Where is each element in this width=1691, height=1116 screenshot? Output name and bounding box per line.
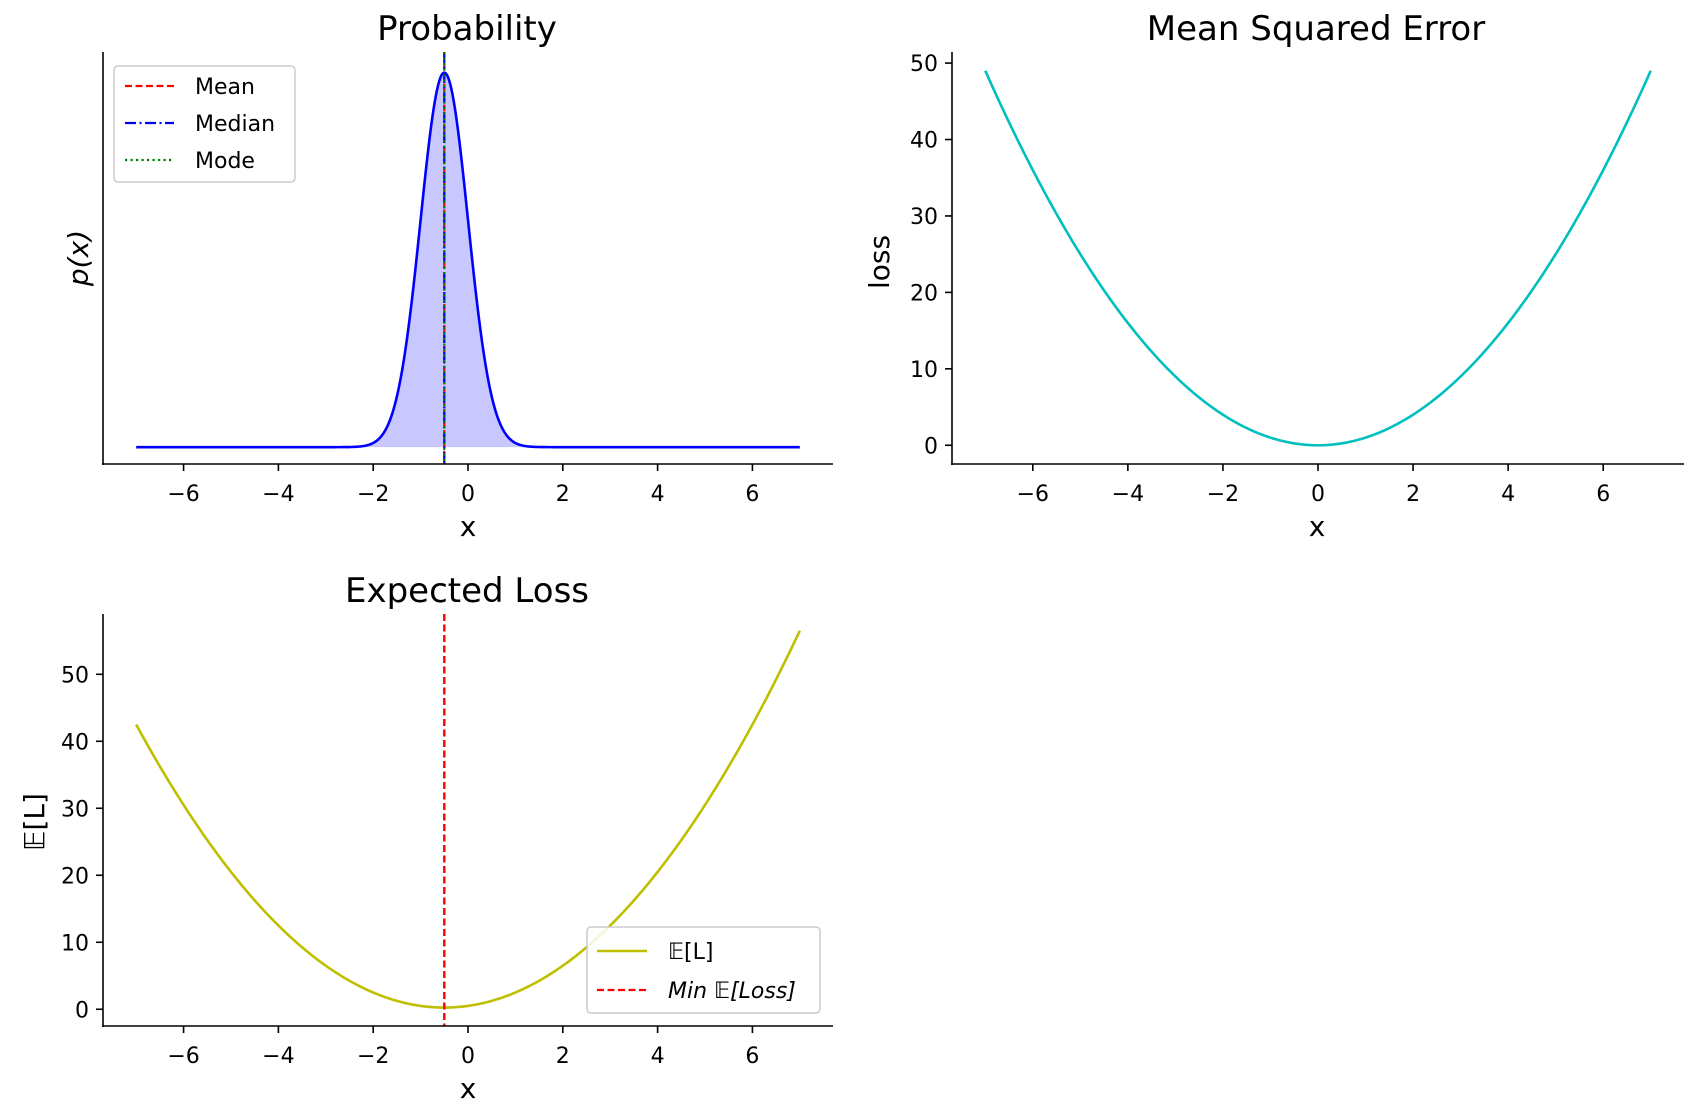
- mse-x-tick-label: 0: [1311, 482, 1325, 507]
- probability-plot-area: [136, 52, 800, 464]
- mse-y-axis-label: loss: [863, 235, 896, 289]
- expected-loss-x-tick-label: −4: [262, 1044, 294, 1069]
- probability-legend-box: [113, 65, 296, 183]
- legend-expected-loss-label: 𝔼[L]: [668, 940, 713, 965]
- expected-loss-y-axis-label: 𝔼[L]: [18, 793, 51, 851]
- expected-loss-panel: Expected Loss −6 −4 −2 0 2 4 6 0 10 20 30 40 50 x 𝔼…: [18, 571, 833, 1105]
- expected-loss-legend: 𝔼[L] Min 𝔼[Loss]: [586, 926, 821, 1014]
- probability-x-ticks: −6 −4 −2 0 2 4 6: [167, 464, 759, 507]
- expected-loss-plot-area: [135, 614, 801, 1026]
- expected-loss-x-tick-label: 6: [745, 1044, 759, 1069]
- mse-x-tick-label: −4: [1112, 482, 1144, 507]
- probability-x-tick-label: 6: [745, 482, 759, 507]
- probability-x-axis-label: x: [460, 510, 477, 543]
- expected-loss-x-tick-label: −2: [357, 1044, 389, 1069]
- probability-x-tick-label: −2: [357, 482, 389, 507]
- probability-legend: Mean Median Mode: [113, 65, 296, 183]
- legend-median-label: Median: [195, 112, 275, 137]
- mse-y-tick-label: 30: [910, 205, 938, 230]
- probability-title: Probability: [377, 9, 557, 49]
- probability-y-axis-label: p(x): [62, 230, 95, 287]
- probability-x-tick-label: 0: [461, 482, 475, 507]
- mse-y-tick-label: 20: [910, 281, 938, 306]
- probability-x-tick-label: 4: [651, 482, 665, 507]
- mse-panel: Mean Squared Error −6 −4 −2 0 2 4 6 0 10 20 30 40 5…: [863, 9, 1684, 543]
- mse-title: Mean Squared Error: [1147, 9, 1485, 49]
- legend-mode-label: Mode: [195, 149, 255, 174]
- probability-x-tick-label: −6: [167, 482, 199, 507]
- mse-y-tick-label: 40: [910, 129, 938, 154]
- expected-loss-x-axis-label: x: [460, 1072, 477, 1105]
- probability-panel: Probability −6 −4 −2 0 2 4 6 x p(x) Mean Media…: [62, 9, 833, 543]
- expected-loss-y-tick-label: 50: [61, 663, 89, 688]
- mse-y-tick-label: 50: [910, 52, 938, 77]
- mse-x-tick-label: 6: [1596, 482, 1610, 507]
- expected-loss-y-tick-label: 30: [61, 797, 89, 822]
- expected-loss-y-tick-label: 40: [61, 730, 89, 755]
- legend-min-expected-loss-label: Min 𝔼[Loss]: [668, 979, 796, 1004]
- expected-loss-title: Expected Loss: [345, 571, 589, 611]
- expected-loss-legend-box: [586, 926, 821, 1014]
- probability-x-tick-label: −4: [262, 482, 294, 507]
- mse-y-tick-label: 10: [910, 358, 938, 383]
- density-curve: [136, 71, 800, 449]
- expected-loss-x-tick-label: −6: [167, 1044, 199, 1069]
- mse-x-tick-label: 2: [1406, 482, 1420, 507]
- mse-x-tick-label: −6: [1017, 482, 1049, 507]
- mse-curve: [984, 70, 1652, 447]
- mse-x-tick-label: −2: [1207, 482, 1239, 507]
- expected-loss-x-tick-label: 2: [556, 1044, 570, 1069]
- mse-y-ticks: 0 10 20 30 40 50: [910, 52, 952, 459]
- expected-loss-y-tick-label: 10: [61, 931, 89, 956]
- expected-loss-y-tick-label: 20: [61, 864, 89, 889]
- expected-loss-x-tick-label: 0: [461, 1044, 475, 1069]
- expected-loss-x-tick-label: 4: [651, 1044, 665, 1069]
- probability-x-tick-label: 2: [556, 482, 570, 507]
- expected-loss-curve: [135, 630, 801, 1009]
- expected-loss-x-ticks: −6 −4 −2 0 2 4 6: [167, 1026, 759, 1069]
- mse-y-tick-label: 0: [924, 434, 938, 459]
- mse-plot-area: [984, 70, 1652, 447]
- expected-loss-y-ticks: 0 10 20 30 40 50: [61, 663, 103, 1023]
- mse-x-ticks: −6 −4 −2 0 2 4 6: [1017, 464, 1610, 507]
- mse-x-tick-label: 4: [1501, 482, 1515, 507]
- legend-mean-label: Mean: [195, 75, 255, 100]
- density-fill-area: [136, 72, 800, 448]
- expected-loss-y-tick-label: 0: [75, 998, 89, 1023]
- mse-x-axis-label: x: [1309, 510, 1326, 543]
